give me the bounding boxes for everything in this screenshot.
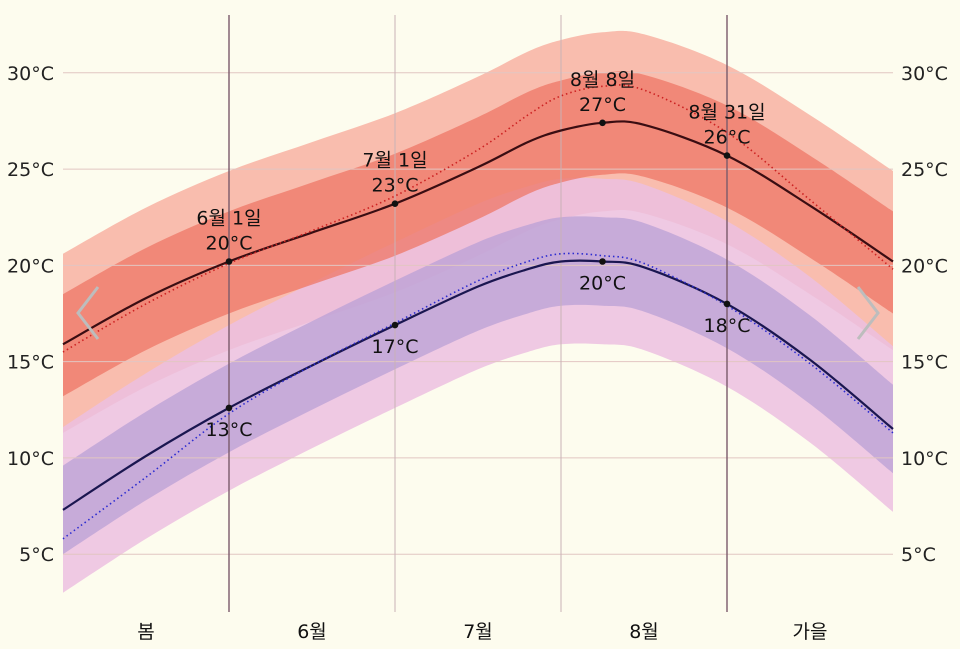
marker-label: 8월 31일 (688, 102, 765, 124)
y-tick-right: 30°C (901, 63, 948, 85)
marker-label: 17°C (372, 336, 419, 358)
marker-label: 23°C (372, 175, 419, 197)
chevron-left-icon[interactable] (76, 286, 100, 340)
marker-point (225, 258, 233, 265)
y-axis-right: 5°C 10°C 15°C 20°C 25°C 30°C (901, 63, 948, 566)
marker-layer: 6월 1일 20°C 7월 1일 23°C 8월 8일 27°C 8월 31일 26°C 13°… (196, 69, 765, 441)
segment-label: 6월 (297, 621, 327, 643)
marker-label: 26°C (704, 127, 751, 149)
y-tick-left: 20°C (7, 255, 54, 277)
next-button[interactable] (856, 286, 880, 340)
y-tick-left: 15°C (7, 352, 54, 374)
segment-label: 봄 (137, 621, 154, 643)
series-line-1 (62, 84, 894, 353)
marker-label: 20°C (579, 273, 626, 295)
marker-point (391, 321, 399, 329)
chevron-right-icon[interactable] (856, 286, 880, 340)
inner-band-0 (63, 71, 893, 397)
marker-label: 7월 1일 (362, 150, 427, 172)
y-tick-right: 25°C (901, 159, 948, 181)
y-tick-left: 10°C (7, 448, 54, 470)
grid-layer (63, 15, 893, 612)
y-tick-right: 5°C (901, 544, 936, 566)
y-tick-right: 20°C (901, 255, 948, 277)
marker-point (225, 404, 233, 412)
marker-point (723, 152, 731, 159)
marker-label: 18°C (704, 315, 751, 337)
series-line-3 (62, 252, 894, 540)
segment-label: 가을 (793, 621, 828, 643)
inner-band-2 (63, 216, 893, 555)
segment-label: 7월 (463, 621, 493, 643)
y-tick-right: 10°C (901, 448, 948, 470)
month-axis: 봄 6월 7월 8월 가을 (137, 621, 827, 643)
marker-label: 20°C (206, 233, 253, 255)
marker-label: 27°C (579, 94, 626, 116)
marker-label: 8월 8일 (570, 69, 635, 91)
segment-label: 8월 (629, 621, 659, 643)
y-tick-left: 30°C (7, 63, 54, 85)
y-tick-left: 25°C (7, 159, 54, 181)
marker-point (599, 119, 606, 127)
prev-button[interactable] (76, 286, 100, 340)
band-layer (63, 30, 893, 593)
marker-point (391, 200, 399, 208)
marker-point (723, 300, 731, 308)
y-tick-left: 5°C (19, 544, 54, 566)
marker-label: 6월 1일 (196, 208, 261, 230)
y-tick-right: 15°C (901, 352, 948, 374)
marker-label: 13°C (206, 419, 253, 441)
marker-point (599, 258, 606, 265)
y-axis-left: 5°C 10°C 15°C 20°C 25°C 30°C (7, 63, 54, 566)
